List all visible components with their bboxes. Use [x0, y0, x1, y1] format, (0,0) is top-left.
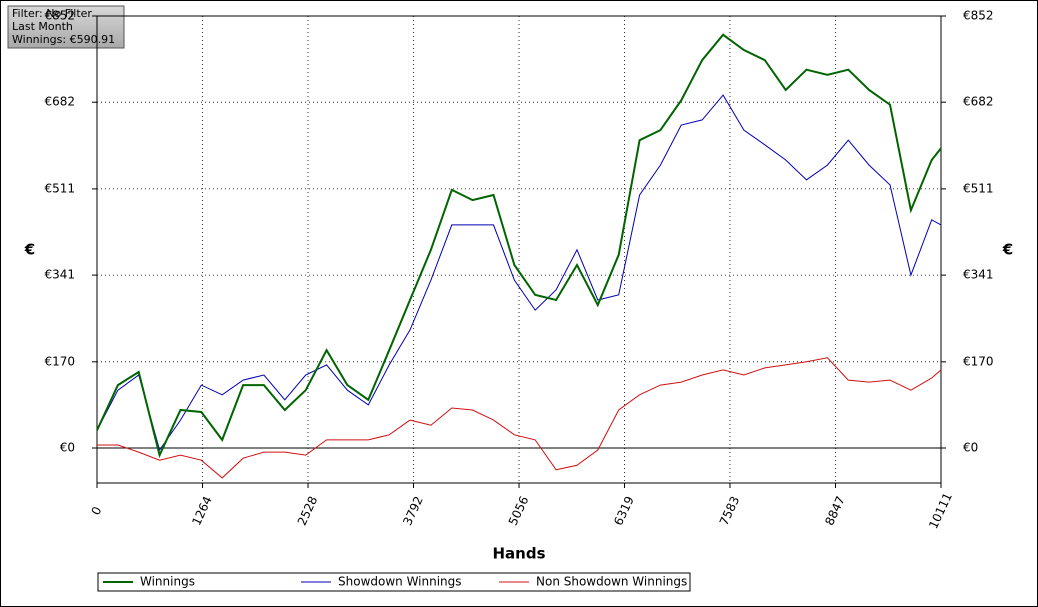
y2-tick-label: €341 [963, 268, 994, 282]
series-line [97, 357, 942, 479]
info-box [7, 5, 125, 49]
legend-label: Non Showdown Winnings [536, 575, 687, 589]
info-period: Last Month [12, 20, 73, 33]
y-tick-label: €852 [44, 9, 75, 23]
y-axis-label: € [24, 241, 35, 259]
info-filter: Filter: No Filter [12, 7, 92, 20]
y2-tick-label: €852 [963, 9, 994, 23]
y-tick-label: €511 [44, 181, 75, 195]
series-line [96, 33, 942, 459]
y2-tick-label: €682 [963, 95, 994, 109]
y-tick-label: €170 [44, 354, 75, 368]
y-tick-label: €682 [44, 95, 75, 109]
series-line [96, 94, 942, 452]
legend-label: Showdown Winnings [338, 575, 462, 589]
y-tick-label: €341 [44, 268, 75, 282]
y-tick-label: €0 [60, 441, 75, 455]
y2-tick-label: €0 [963, 441, 978, 455]
x-axis-label: Hands [492, 545, 545, 563]
y2-tick-label: €170 [963, 354, 994, 368]
info-winnings: Winnings: €590.91 [12, 33, 115, 46]
legend-label: Winnings [140, 575, 195, 589]
legend [97, 572, 691, 592]
y2-axis-label: € [1002, 241, 1013, 259]
y2-tick-label: €511 [963, 181, 994, 195]
